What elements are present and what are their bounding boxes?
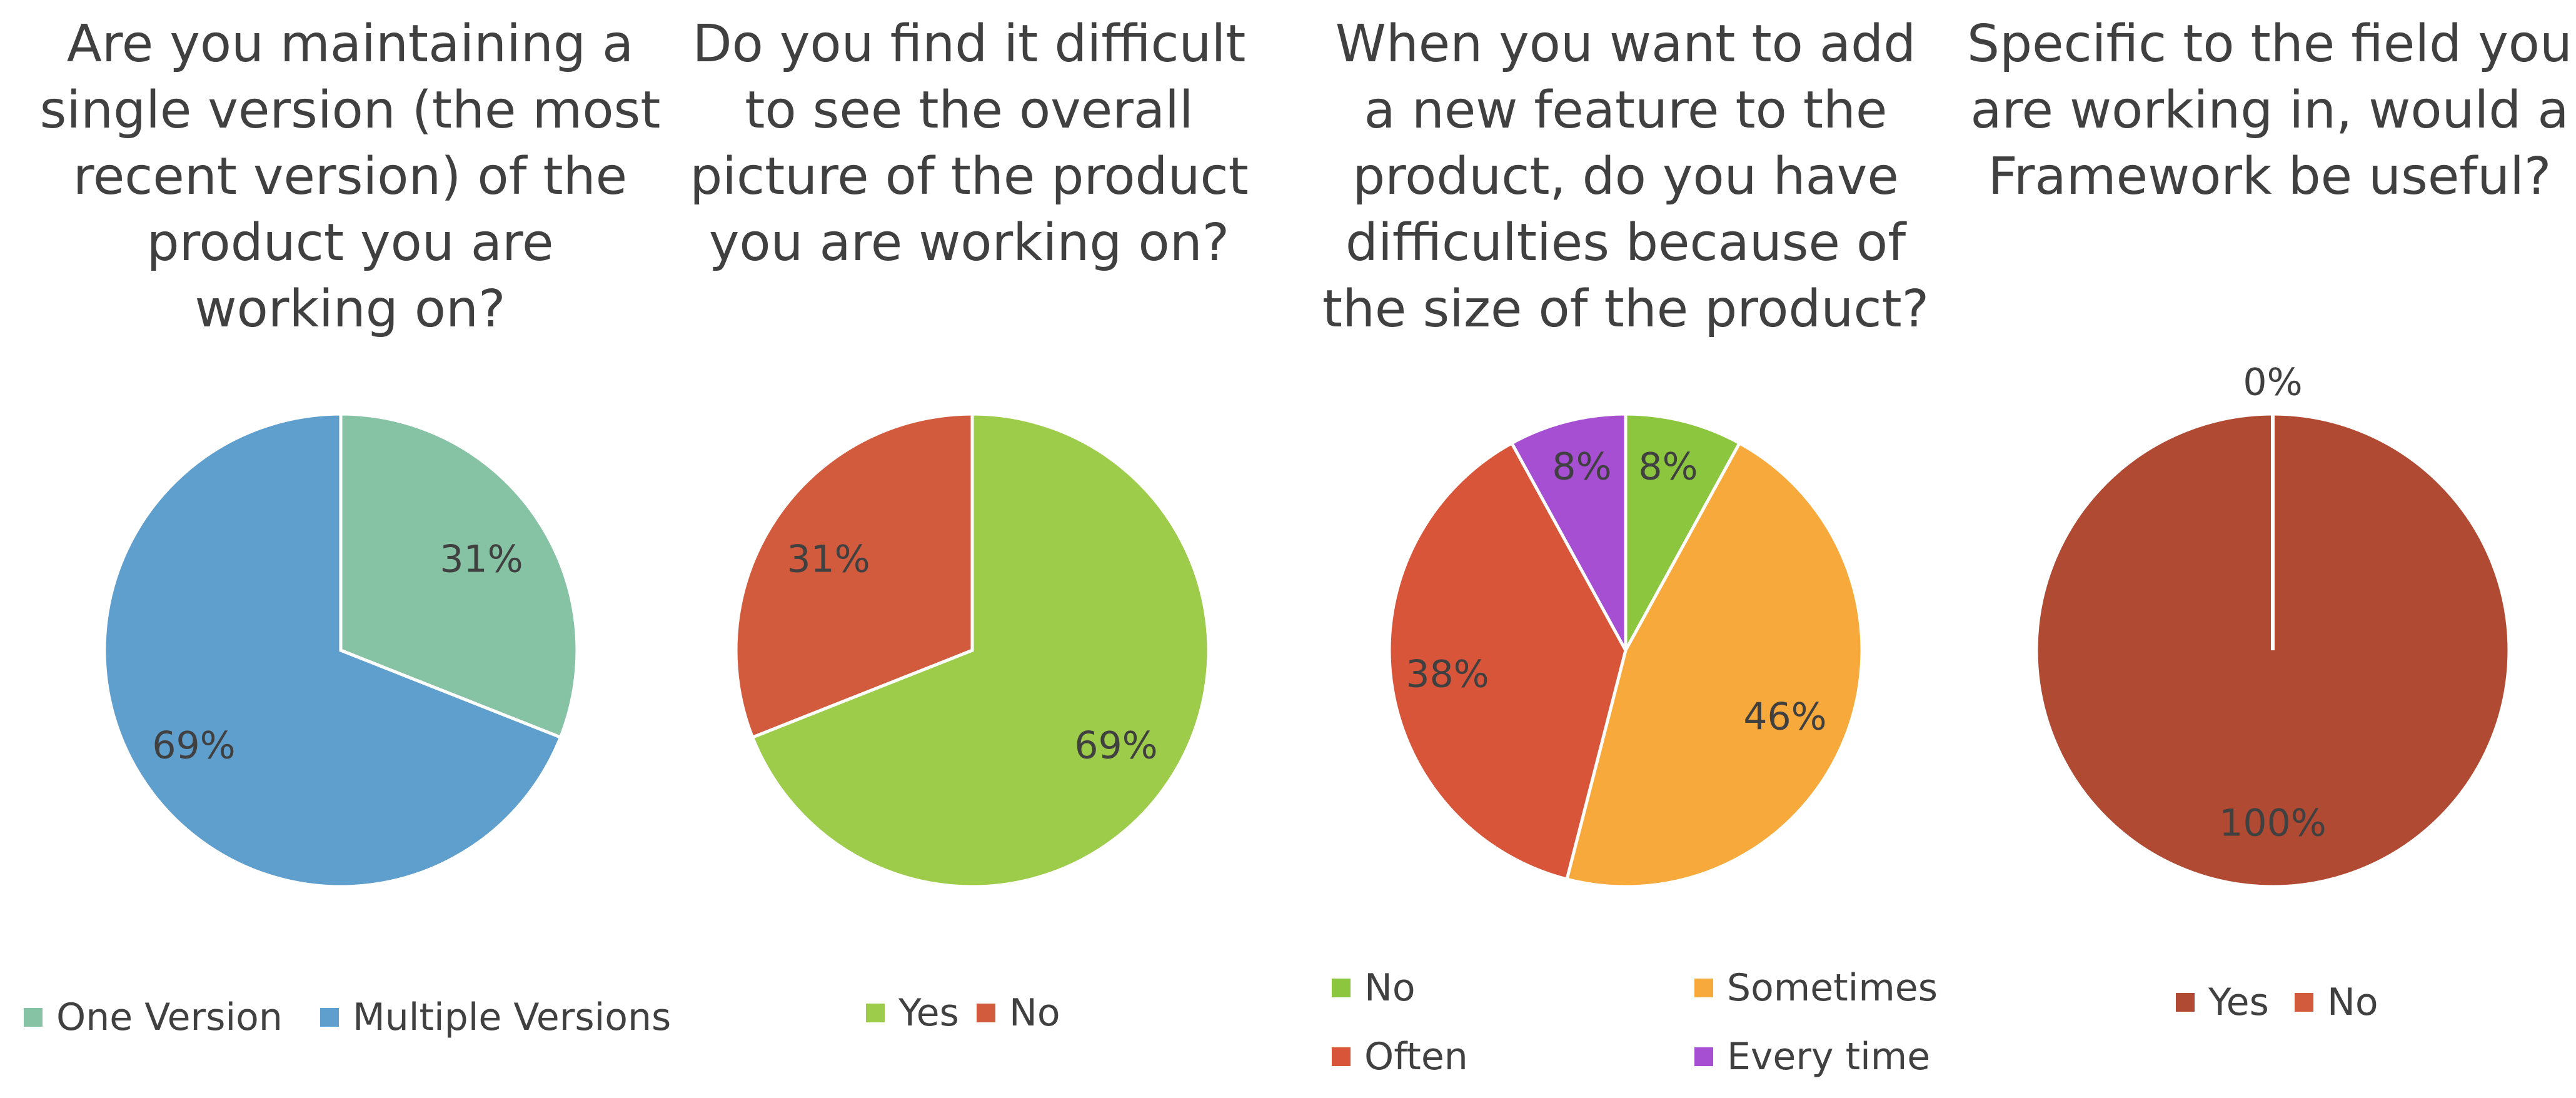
title-line: Framework be useful? bbox=[1988, 147, 2552, 206]
legend-label: Yes bbox=[2208, 980, 2269, 1024]
title-line: When you want to add bbox=[1335, 14, 1916, 74]
legend-swatch bbox=[1694, 979, 1713, 997]
data-label: 100% bbox=[2219, 802, 2327, 845]
legend-item: Sometimes bbox=[1694, 966, 1938, 1010]
chart-title: Specific to the field you are working in… bbox=[1963, 11, 2576, 210]
title-line: Are you maintaining a bbox=[66, 14, 634, 74]
legend-item: No bbox=[977, 991, 1060, 1035]
pie-slice-sometimes bbox=[1564, 441, 1864, 889]
legend-label: Multiple Versions bbox=[353, 995, 672, 1039]
pie-slice-no bbox=[734, 412, 974, 740]
data-label: 31% bbox=[440, 538, 523, 582]
pie-chart: 31% 69% bbox=[103, 412, 579, 889]
legend-swatch bbox=[1332, 979, 1351, 997]
chart-panel-1: Are you maintaining a single version (th… bbox=[0, 0, 675, 1098]
legend-swatch bbox=[24, 1008, 43, 1027]
title-line: single version (the most bbox=[39, 81, 661, 140]
title-line: Specific to the field you bbox=[1967, 14, 2572, 74]
pie-slice-often bbox=[1387, 441, 1628, 882]
pie-slice-one-version bbox=[339, 412, 579, 740]
pie-slice-every-time bbox=[1509, 412, 1628, 652]
title-line: Do you find it difficult bbox=[692, 14, 1246, 74]
data-label: 38% bbox=[1406, 653, 1489, 697]
legend-label: No bbox=[2327, 980, 2378, 1024]
legend-swatch bbox=[2295, 993, 2313, 1012]
data-label: 69% bbox=[152, 724, 235, 768]
data-label: 0% bbox=[2243, 361, 2302, 405]
pie-chart: 8% 46% 38% 8% bbox=[1387, 412, 1864, 889]
title-line: are working in, would a bbox=[1970, 81, 2569, 140]
legend-item: Often bbox=[1332, 1035, 1468, 1079]
legend-swatch bbox=[1694, 1047, 1713, 1066]
pie-chart: 100% 0% bbox=[2035, 361, 2511, 889]
legend-swatch bbox=[1332, 1047, 1351, 1066]
legend-label: Sometimes bbox=[1727, 966, 1938, 1010]
legend-label: One Version bbox=[56, 995, 283, 1039]
legend-item: Yes bbox=[866, 991, 959, 1035]
legend-label: Yes bbox=[898, 991, 959, 1035]
pie-chart: 69% 31% bbox=[734, 412, 1210, 889]
title-line: recent version) of the bbox=[73, 147, 628, 206]
title-line: the size of the product? bbox=[1322, 280, 1929, 339]
data-label: 31% bbox=[787, 538, 870, 582]
data-label: 69% bbox=[1074, 724, 1157, 768]
chart-title: Are you maintaining a single version (th… bbox=[13, 11, 688, 343]
title-line: picture of the product bbox=[690, 147, 1249, 206]
title-line: you are working on? bbox=[708, 213, 1230, 273]
legend-swatch bbox=[320, 1008, 339, 1027]
title-line: product you are bbox=[146, 213, 554, 273]
title-line: working on? bbox=[194, 280, 506, 339]
legend-label: Often bbox=[1364, 1035, 1468, 1079]
legend-item: No bbox=[1332, 966, 1416, 1010]
legend-item: Every time bbox=[1694, 1035, 1930, 1079]
chart-panel-4: Specific to the field you are working in… bbox=[1963, 0, 2576, 1098]
legend-swatch bbox=[866, 1004, 885, 1022]
legend-item: One Version bbox=[24, 995, 283, 1039]
chart-panel-3: When you want to add a new feature to th… bbox=[1288, 0, 1963, 1098]
data-label: 8% bbox=[1638, 445, 1698, 489]
chart-panel-2: Do you find it difficult to see the over… bbox=[675, 0, 1263, 1098]
chart-title: Do you find it difficult to see the over… bbox=[675, 11, 1263, 276]
data-label: 8% bbox=[1552, 445, 1611, 489]
chart-title: When you want to add a new feature to th… bbox=[1288, 11, 1963, 343]
title-line: product, do you have bbox=[1352, 147, 1899, 206]
legend-item: Yes bbox=[2176, 980, 2269, 1024]
legend-swatch bbox=[2176, 993, 2195, 1012]
pie-slice-yes bbox=[750, 412, 1210, 889]
legend-label: Every time bbox=[1727, 1035, 1931, 1079]
legend-label: No bbox=[1364, 966, 1416, 1010]
legend-label: No bbox=[1009, 991, 1060, 1035]
title-line: a new feature to the bbox=[1364, 81, 1888, 140]
legend-item: No bbox=[2295, 980, 2378, 1024]
legend-item: Multiple Versions bbox=[320, 995, 671, 1039]
data-label: 46% bbox=[1743, 695, 1826, 739]
pie-slice-no bbox=[1624, 412, 1742, 652]
legend-swatch bbox=[977, 1004, 995, 1022]
pie-slice-multiple-versions bbox=[103, 412, 563, 889]
title-line: to see the overall bbox=[745, 81, 1194, 140]
title-line: difficulties because of bbox=[1345, 213, 1906, 273]
